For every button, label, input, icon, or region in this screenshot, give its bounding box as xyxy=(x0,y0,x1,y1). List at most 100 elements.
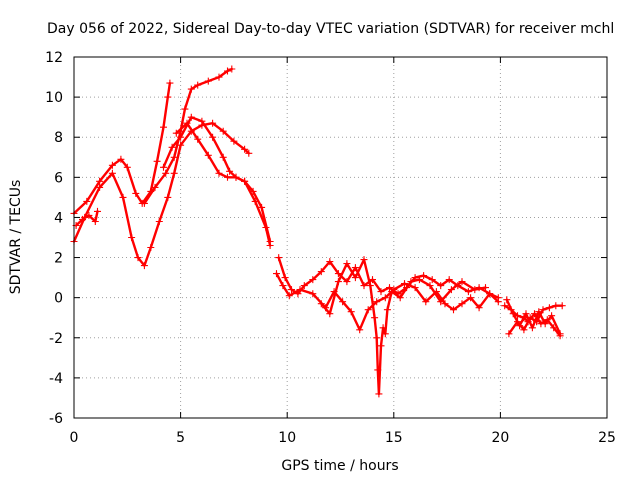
data-point xyxy=(241,177,249,185)
data-point xyxy=(273,270,280,278)
data-point xyxy=(285,292,293,300)
data-point xyxy=(119,193,127,201)
data-point xyxy=(520,326,528,334)
data-point xyxy=(232,173,240,181)
data-point xyxy=(386,284,393,292)
data-point xyxy=(441,300,449,308)
data-point xyxy=(415,276,423,284)
y-tick-label: 2 xyxy=(54,251,63,267)
data-point xyxy=(486,290,494,298)
data-point xyxy=(245,149,253,157)
data-point xyxy=(371,314,379,322)
data-point xyxy=(377,288,385,296)
data-point xyxy=(224,67,231,75)
x-tick-label: 25 xyxy=(598,430,616,446)
y-tick-label: -6 xyxy=(49,411,63,427)
data-point xyxy=(445,276,453,284)
data-point xyxy=(288,286,295,294)
data-point xyxy=(426,282,434,290)
data-point xyxy=(251,197,259,205)
data-point xyxy=(447,286,455,294)
data-point xyxy=(79,215,86,223)
data-point xyxy=(475,304,483,312)
data-point xyxy=(266,242,274,249)
data-point xyxy=(168,143,176,151)
data-point xyxy=(317,300,325,308)
data-point xyxy=(96,183,104,191)
data-point xyxy=(96,177,104,185)
data-point xyxy=(204,77,212,85)
data-point xyxy=(356,326,364,334)
data-point xyxy=(467,294,475,302)
data-point xyxy=(545,304,553,312)
x-tick-label: 5 xyxy=(176,430,185,446)
data-point xyxy=(347,308,355,316)
x-tick-label: 10 xyxy=(278,430,296,446)
data-point xyxy=(108,169,116,177)
data-point xyxy=(309,276,317,284)
data-point xyxy=(172,129,180,137)
data-point xyxy=(507,306,515,314)
data-point xyxy=(209,119,217,127)
y-tick-label: 6 xyxy=(54,170,63,186)
data-point xyxy=(162,169,170,177)
data-point xyxy=(407,278,415,286)
data-point xyxy=(85,211,93,219)
data-point xyxy=(531,310,538,318)
data-point xyxy=(151,183,159,191)
data-point xyxy=(219,153,227,161)
series-line-track-5 xyxy=(175,121,272,247)
data-point xyxy=(334,270,342,278)
y-tick-label: -4 xyxy=(49,371,63,387)
data-point xyxy=(204,151,212,159)
data-point xyxy=(501,302,509,310)
x-tick-label: 15 xyxy=(385,430,403,446)
data-point xyxy=(437,298,445,306)
data-point xyxy=(170,169,178,177)
data-point xyxy=(241,145,249,153)
data-point xyxy=(155,218,163,225)
data-point xyxy=(94,207,101,215)
data-point xyxy=(181,105,189,113)
data-point xyxy=(528,324,536,332)
data-point xyxy=(177,133,185,141)
data-point xyxy=(164,93,172,101)
data-point xyxy=(160,163,167,171)
axis-ticks: 0 5 10 15 20 25 -6 -4 -2 0 2 4 6 8 10 12 xyxy=(45,50,616,446)
data-point xyxy=(514,312,521,320)
data-point xyxy=(505,330,513,338)
data-point xyxy=(140,199,148,207)
data-point xyxy=(369,276,376,284)
data-point xyxy=(258,203,266,211)
y-tick-label: 4 xyxy=(54,210,63,226)
data-point xyxy=(187,113,195,121)
x-tick-label: 20 xyxy=(491,430,509,446)
data-point xyxy=(503,296,511,304)
data-point xyxy=(123,163,131,171)
data-point xyxy=(296,286,304,294)
series-line-track-3 xyxy=(143,67,234,205)
data-point xyxy=(558,302,566,310)
data-point xyxy=(494,298,502,306)
data-point xyxy=(422,298,430,306)
data-point xyxy=(215,73,223,81)
data-point xyxy=(117,155,125,163)
data-point xyxy=(164,193,172,201)
data-point xyxy=(537,320,545,328)
data-point xyxy=(464,288,472,296)
plot-frame xyxy=(73,56,608,419)
chart-title: Day 056 of 2022, Sidereal Day-to-day VTE… xyxy=(47,21,614,37)
data-point xyxy=(450,306,457,314)
data-point xyxy=(226,167,234,175)
data-point xyxy=(326,310,334,318)
x-tick-label: 0 xyxy=(70,430,79,446)
data-point xyxy=(153,157,161,165)
data-point xyxy=(183,119,191,127)
data-point xyxy=(522,310,530,318)
y-tick-label: 12 xyxy=(45,50,63,66)
series-line-track-1 xyxy=(72,121,251,267)
grid xyxy=(74,57,607,418)
data-point xyxy=(520,314,528,322)
data-point xyxy=(343,260,351,268)
